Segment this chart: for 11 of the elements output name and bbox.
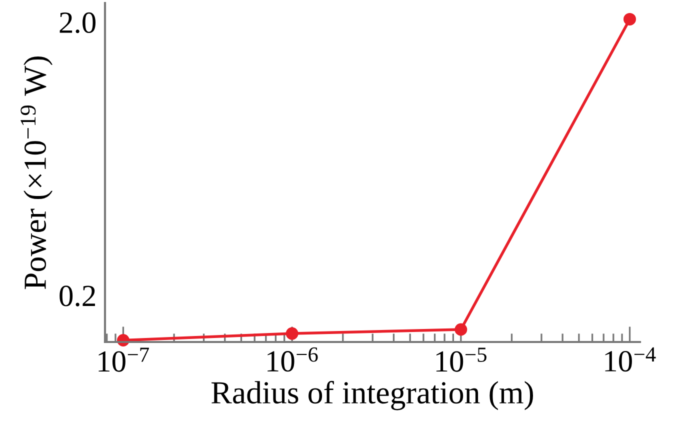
y-axis-title: Power (×10$^{−19}$ W) [20,56,53,290]
x-tick-label: 10$^{−5}$ [436,348,486,372]
point [286,327,298,340]
y-tick-label: 2.0 [60,12,96,34]
x-axis-title: Radius of integration (m) [212,380,533,410]
point [454,323,468,336]
y-tick-label: 0.2 [60,286,95,306]
x-tick-label: 10$^{−7}$ [98,348,149,372]
x-tick-label: 10$^{−6}$ [268,347,318,372]
point [624,12,636,26]
x-tick-label: 10$^{−4}$ [605,347,656,372]
